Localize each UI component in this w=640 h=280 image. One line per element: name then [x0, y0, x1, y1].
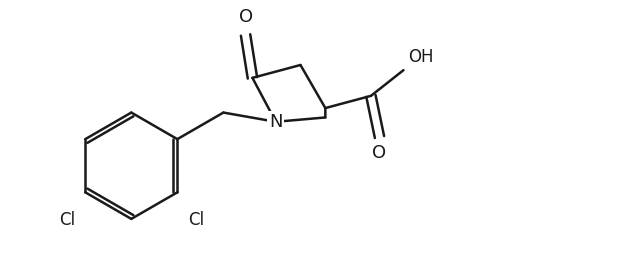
Text: N: N — [269, 113, 282, 131]
Text: Cl: Cl — [188, 211, 204, 229]
Text: Cl: Cl — [59, 211, 75, 229]
Text: OH: OH — [408, 48, 433, 66]
Text: O: O — [372, 144, 387, 162]
Text: O: O — [239, 8, 253, 26]
